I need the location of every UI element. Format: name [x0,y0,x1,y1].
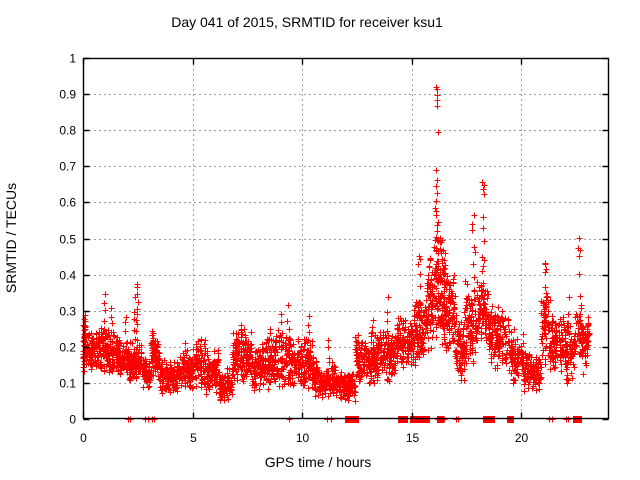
data-points [80,84,593,423]
x-tick-label: 15 [406,431,420,445]
y-tick-label: 0 [69,413,76,427]
x-tick-labels: 0 5 10 15 20 [80,431,528,445]
y-tick-label: 0.8 [59,124,76,138]
x-tick-label: 5 [190,431,197,445]
y-tick-label: 1 [69,52,76,66]
x-tick-label: 10 [296,431,310,445]
chart-title: Day 041 of 2015, SRMTID for receiver ksu… [171,14,443,30]
y-tick-label: 0.7 [59,160,76,174]
x-tick-label: 20 [515,431,529,445]
x-axis-label: GPS time / hours [265,454,372,470]
plot-border [82,57,610,420]
y-tick-label: 0.1 [59,377,76,391]
y-tick-label: 0.5 [59,233,76,247]
y-tick-label: 0.3 [59,305,76,319]
x-tick-label: 0 [80,431,87,445]
y-tick-label: 0.4 [59,269,76,283]
y-tick-labels: 0 0.1 0.2 0.3 0.4 0.5 0.6 0.7 0.8 0.9 1 [59,52,76,427]
y-axis-label: SRMTID / TECUs [3,183,19,293]
y-tick-label: 0.9 [59,88,76,102]
y-tick-label: 0.2 [59,341,76,355]
zero-cluster-squares-path [345,416,582,423]
scatter-markers-path [80,84,593,423]
y-tick-label: 0.6 [59,196,76,210]
